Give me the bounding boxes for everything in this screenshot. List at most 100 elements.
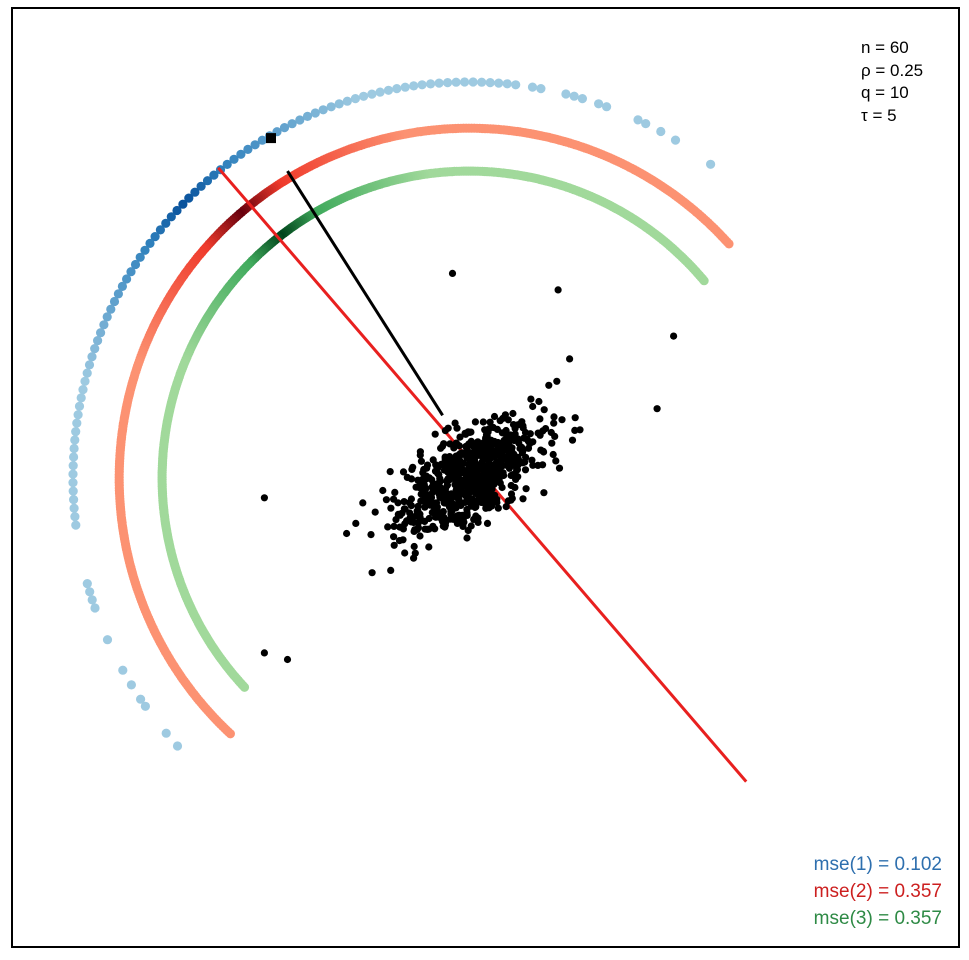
data-point: [455, 496, 463, 504]
data-point: [540, 489, 548, 497]
data-point: [488, 485, 496, 493]
ring-1-point: [68, 469, 78, 479]
data-point: [343, 529, 351, 538]
data-point: [481, 496, 489, 504]
data-point: [445, 468, 453, 476]
data-point: [481, 426, 489, 434]
ring-1-point: [409, 81, 419, 91]
ring-1-point: [166, 212, 176, 222]
ring-1-point: [136, 694, 146, 704]
data-point: [571, 414, 579, 422]
data-point: [430, 483, 438, 491]
outlier-point: [653, 405, 661, 413]
data-point: [550, 413, 558, 421]
ring-1-point: [69, 495, 79, 505]
ring-1-point: [706, 159, 716, 169]
ring-1-point: [342, 96, 352, 106]
ring-1-point: [334, 99, 344, 109]
data-point: [502, 503, 510, 511]
ring-1-point: [150, 232, 160, 242]
ring-1-point: [202, 176, 213, 186]
ring-1-point: [257, 135, 267, 145]
data-point: [455, 442, 463, 450]
ring-1-point: [287, 119, 297, 129]
ring-1-point: [106, 304, 116, 314]
ring-1-point: [184, 193, 194, 203]
data-point: [494, 504, 502, 512]
data-point: [387, 566, 395, 575]
ring-1-point: [367, 89, 377, 99]
data-point: [431, 430, 439, 438]
ring-1-point: [451, 77, 461, 87]
ring-1-point: [477, 77, 487, 87]
data-point: [455, 453, 463, 461]
data-point: [428, 476, 436, 484]
ring-1-point: [69, 503, 79, 513]
data-point: [491, 475, 499, 484]
data-point: [401, 549, 409, 557]
ring-1-point: [350, 94, 360, 104]
ring-1-point: [375, 87, 385, 97]
ring-1-point: [310, 108, 320, 118]
data-point: [550, 419, 558, 427]
ring-1-point: [302, 111, 313, 121]
ring-2-point: [225, 729, 235, 739]
data-point: [417, 457, 425, 465]
data-point: [513, 466, 522, 474]
data-point: [453, 424, 461, 432]
data-point: [368, 569, 376, 577]
ring-1-point: [76, 393, 86, 403]
ring-1-point: [113, 289, 123, 299]
data-point: [410, 542, 418, 551]
data-point: [391, 488, 399, 496]
data-point: [479, 451, 487, 459]
ring-1-point: [511, 80, 521, 90]
data-point: [504, 416, 512, 424]
ring-1-point: [502, 79, 512, 89]
data-point: [491, 460, 499, 469]
data-point: [510, 460, 518, 468]
data-point: [438, 442, 447, 450]
data-point: [475, 494, 483, 502]
data-point: [439, 460, 447, 468]
ring-1-point: [426, 79, 436, 89]
data-point: [502, 441, 510, 449]
rings-layer: [68, 77, 734, 751]
data-point: [456, 433, 464, 441]
data-point: [536, 415, 544, 423]
ring-1-point: [82, 368, 92, 378]
ring-1-point: [87, 352, 97, 362]
data-point: [522, 485, 530, 493]
data-point: [469, 478, 477, 486]
data-point: [359, 499, 367, 507]
data-point: [442, 484, 450, 492]
ring-1-point: [243, 144, 253, 154]
ring-1-point: [561, 89, 571, 99]
data-point: [510, 450, 518, 458]
data-point: [440, 514, 448, 522]
ring-1-point: [209, 170, 219, 180]
ring-1-point: [84, 360, 95, 370]
ring-1-point: [229, 154, 239, 164]
data-point: [489, 423, 497, 432]
ring-1-point: [190, 187, 200, 197]
outlier-point: [554, 286, 562, 294]
data-point: [505, 464, 513, 472]
data-point: [464, 441, 472, 449]
ring-1-point: [443, 78, 453, 88]
ring-1-point: [96, 328, 106, 338]
ring-1-point: [102, 312, 112, 322]
data-point: [435, 471, 443, 479]
ring-1-point: [161, 218, 171, 228]
data-point: [367, 531, 375, 539]
data-point: [447, 507, 455, 515]
ring-1-point: [250, 140, 260, 150]
ring-1-point: [222, 159, 232, 169]
ring-1-point: [117, 281, 127, 291]
ring-1-point: [359, 91, 369, 101]
data-point: [507, 481, 515, 490]
data-point: [409, 463, 417, 471]
data-point: [416, 513, 424, 522]
data-point: [553, 377, 561, 385]
